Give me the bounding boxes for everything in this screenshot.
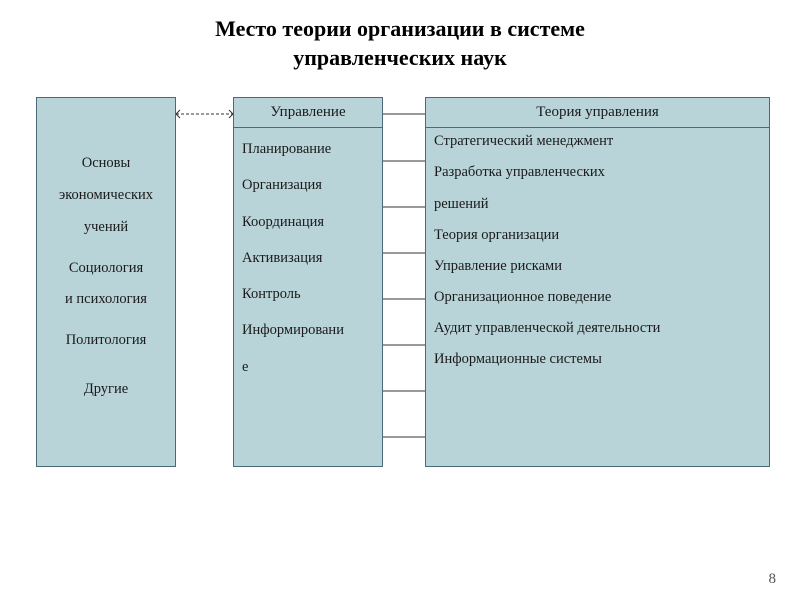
box-management-body: Планирование Организация Координация Акт… (234, 128, 382, 389)
box-line: Управление рисками (434, 255, 761, 277)
box-line: Планирование (242, 136, 374, 164)
box-line (434, 308, 761, 317)
box-management-header: Управление (234, 98, 382, 128)
box-theory: Теория управления Стратегический менеджм… (425, 97, 770, 467)
box-line: Информационные системы (434, 348, 761, 370)
box-line: Организационное поведение (434, 286, 761, 308)
diagram-area: Основыэкономическихучений Социологияи пс… (0, 77, 800, 567)
box-line: Социология (45, 253, 167, 285)
box-line: Организация (242, 172, 374, 200)
box-line: Другие (45, 374, 167, 406)
box-line: Аудит управленческой деятельности (434, 317, 761, 339)
box-line: Разработка управленческих (434, 161, 761, 183)
box-line (434, 277, 761, 286)
title-line-2: управленческих наук (40, 44, 760, 73)
box-line: Информировани (242, 317, 374, 345)
box-line (434, 246, 761, 255)
box-line: Теория организации (434, 224, 761, 246)
box-line: Стратегический менеджмент (434, 130, 761, 152)
page-number: 8 (769, 571, 777, 588)
box-line (434, 153, 761, 162)
box-line: Контроль (242, 281, 374, 309)
box-line (242, 236, 374, 245)
box-line (242, 200, 374, 209)
box-management: Управление Планирование Организация Коор… (233, 97, 383, 467)
box-foundations: Основыэкономическихучений Социологияи пс… (36, 97, 176, 467)
box-line: Координация (242, 209, 374, 237)
box-theory-body: Стратегический менеджмент Разработка упр… (426, 128, 769, 379)
title-line-1: Место теории организации в системе (40, 15, 760, 44)
box-line (434, 184, 761, 193)
box-foundations-body: Основыэкономическихучений Социологияи пс… (37, 98, 175, 414)
box-line (434, 215, 761, 224)
box-line: экономических (45, 180, 167, 212)
box-line (242, 272, 374, 281)
slide-title: Место теории организации в системе управ… (0, 0, 800, 77)
box-line (242, 164, 374, 173)
box-line (45, 366, 167, 375)
box-line: Основы (45, 148, 167, 180)
box-line (45, 316, 167, 325)
box-line (242, 309, 374, 318)
box-line (242, 345, 374, 354)
box-line: Активизация (242, 245, 374, 273)
box-line: решений (434, 193, 761, 215)
box-line: е (242, 354, 374, 382)
box-line (434, 340, 761, 349)
box-line (45, 244, 167, 253)
box-theory-header: Теория управления (426, 98, 769, 128)
